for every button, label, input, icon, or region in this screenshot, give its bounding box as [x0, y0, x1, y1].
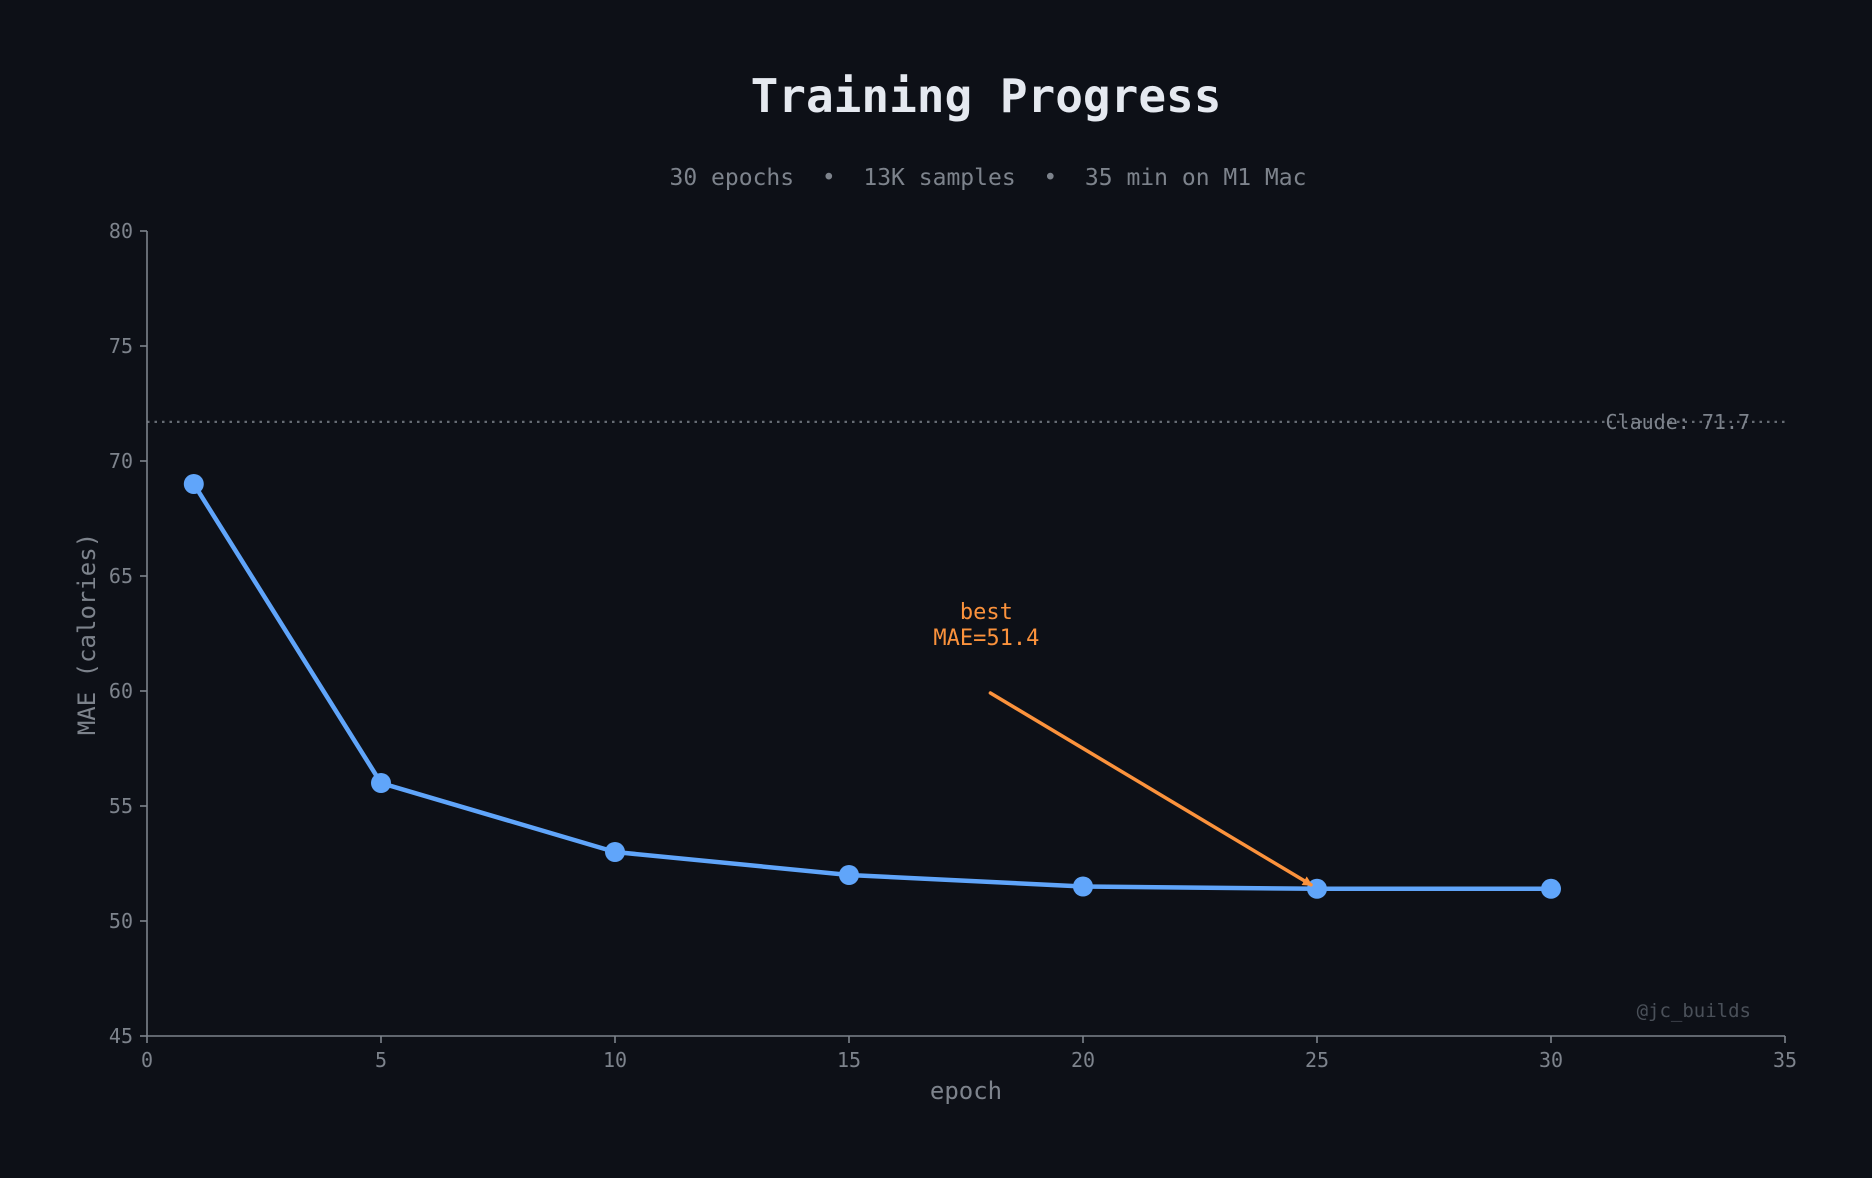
x-tick-label: 20 — [1071, 1048, 1095, 1072]
data-point — [1307, 878, 1327, 899]
series-mae — [183, 474, 1561, 899]
y-tick-label: 65 — [109, 564, 133, 588]
chart-subtitle: 30 epochs • 13K samples • 35 min on M1 M… — [670, 165, 1307, 191]
data-point — [839, 865, 859, 885]
watermark: @jc_builds — [1637, 1000, 1751, 1022]
data-point — [1541, 878, 1561, 899]
y-tick-label: 50 — [109, 909, 133, 933]
y-tick-label: 45 — [109, 1024, 133, 1048]
y-tick-label: 80 — [109, 219, 133, 243]
annotation-value: MAE=51.4 — [933, 626, 1039, 651]
y-tick-label: 60 — [109, 679, 133, 703]
x-tick-label: 15 — [837, 1048, 861, 1072]
reference-line-group: Claude: 71.7 — [147, 410, 1785, 434]
chart-title: Training Progress — [751, 69, 1222, 123]
x-axis-label: epoch — [930, 1077, 1002, 1105]
x-tick-label: 0 — [141, 1048, 153, 1072]
claude-reference-label: Claude: 71.7 — [1606, 410, 1751, 434]
y-axis-label: MAE (calories) — [73, 533, 101, 735]
x-tick-label: 10 — [603, 1048, 627, 1072]
x-tick-label: 35 — [1773, 1048, 1797, 1072]
mae-line — [191, 482, 1551, 892]
y-tick-label: 70 — [109, 449, 133, 473]
axes: 45 50 55 60 65 70 75 80 0 5 10 15 20 25 30 35 — [109, 219, 1797, 1072]
data-point — [371, 773, 391, 793]
data-point — [1073, 876, 1093, 897]
x-tick-label: 30 — [1539, 1048, 1563, 1072]
x-tick-label: 25 — [1305, 1048, 1329, 1072]
annotation-title: best — [960, 600, 1013, 625]
annotation-arrow — [988, 691, 1313, 887]
x-tick-label: 5 — [375, 1048, 387, 1072]
y-tick-label: 55 — [109, 794, 133, 818]
data-point — [183, 474, 204, 494]
data-point — [605, 842, 625, 862]
y-tick-label: 75 — [109, 334, 133, 358]
